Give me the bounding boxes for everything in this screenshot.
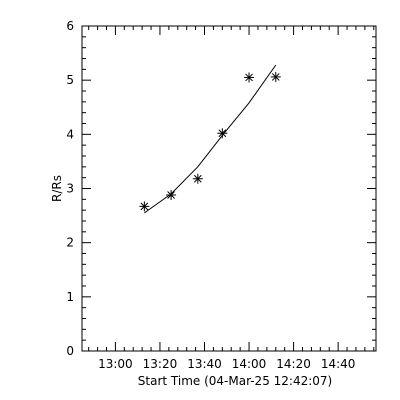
y-tick-label: 5 [66,73,74,87]
x-tick-label: 14:40 [321,357,356,371]
x-tick-label: 13:40 [187,357,222,371]
y-tick-label: 3 [66,182,74,196]
data-point [192,173,203,184]
y-tick-label: 0 [66,344,74,358]
y-tick-label: 1 [66,290,74,304]
data-point [217,128,228,139]
data-point [139,201,150,212]
asterisk-stroke [193,174,202,183]
x-tick-label: 13:20 [143,357,178,371]
asterisk-stroke [167,191,175,199]
y-tick-label: 2 [66,236,74,250]
asterisk-stroke [140,202,149,211]
data-point [270,71,281,82]
data-point [166,190,177,200]
y-tick-label: 6 [66,19,74,33]
x-axis-label: Start Time (04-Mar-25 12:42:07) [138,374,332,388]
asterisk-stroke [245,73,253,82]
fit-curve [144,64,277,214]
y-axis-label: R/Rs [50,175,64,202]
data-point [244,72,255,83]
x-tick-label: 14:00 [232,357,267,371]
asterisk-stroke [218,129,227,138]
plot-frame [81,25,377,352]
x-tick-label: 13:00 [98,357,133,371]
y-tick-label: 4 [66,127,74,141]
asterisk-stroke [271,73,280,81]
x-tick-label: 14:20 [276,357,311,371]
